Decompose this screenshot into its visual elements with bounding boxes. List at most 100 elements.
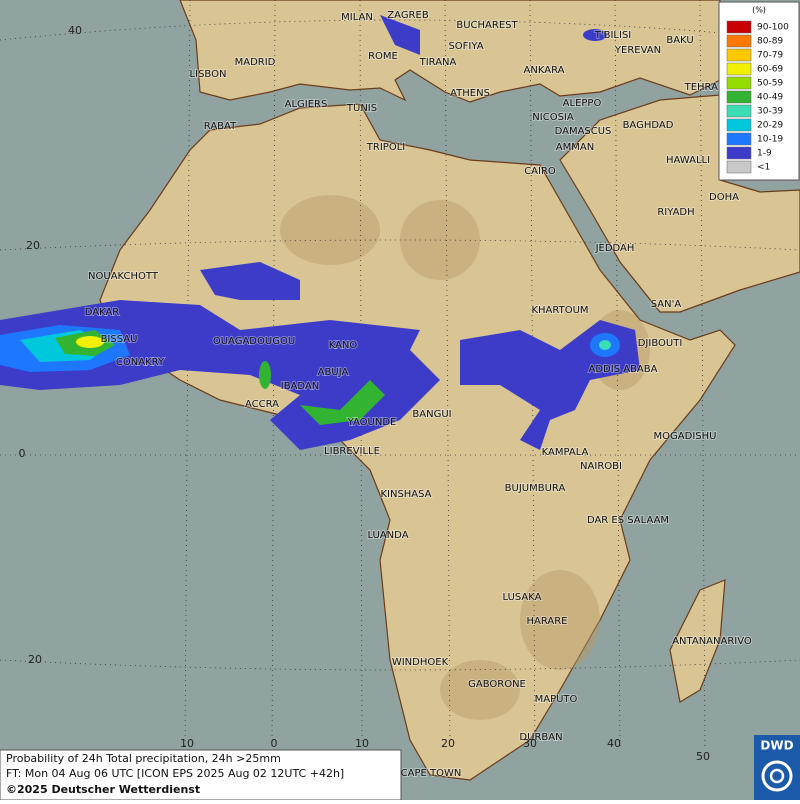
city-label: RABAT — [204, 121, 237, 132]
city-label: BAKU — [666, 35, 693, 46]
city-label: MILAN — [341, 12, 373, 23]
city-label: HARARE — [526, 616, 567, 627]
city-label: SAN'A — [651, 299, 682, 310]
city-label: ATHENS — [450, 88, 490, 99]
legend-swatch — [726, 62, 752, 76]
lon-label: 50 — [696, 750, 710, 763]
legend-label: 90-100 — [757, 23, 789, 33]
lon-label: 10 — [355, 737, 369, 750]
legend-label: 80-89 — [757, 37, 783, 47]
city-label: KANO — [329, 340, 358, 351]
city-label: TEHRAN — [684, 82, 726, 93]
city-label: JEDDAH — [595, 243, 635, 254]
legend-swatch — [726, 160, 752, 174]
city-label: DJIBOUTI — [638, 338, 683, 349]
city-labels: MILAN ZAGREB BUCHAREST T'BILISI BAKU YEREVAN M… — [84, 9, 753, 780]
city-label: YEREVAN — [614, 45, 661, 56]
city-label: T'BILISI — [594, 30, 631, 41]
city-label: DAMASCUS — [555, 126, 612, 137]
legend-label: <1 — [757, 163, 770, 173]
legend-items: 90-100 80-89 70-79 60-69 50-59 40-49 30-39 20-2… — [726, 20, 789, 174]
footer-line: Probability of 24h Total precipitation, … — [6, 752, 281, 765]
city-label: BUJUMBURA — [505, 483, 566, 494]
lat-label: 20 — [26, 239, 40, 252]
legend-swatch — [726, 48, 752, 62]
city-label: KINSHASA — [380, 489, 431, 500]
grid-labels: 40 20 0 20 10 0 10 20 30 40 50 — [19, 24, 711, 763]
city-label: LIBREVILLE — [324, 446, 380, 457]
lat-label: 0 — [19, 447, 26, 460]
city-label: NAIROBI — [580, 461, 622, 472]
legend-swatch — [726, 104, 752, 118]
lon-label: 40 — [607, 737, 621, 750]
lon-label: 10 — [180, 737, 194, 750]
legend-label: 30-39 — [757, 107, 783, 117]
logo-icon — [761, 760, 793, 792]
lon-label: 20 — [441, 737, 455, 750]
footer-line: ©2025 Deutscher Wetterdienst — [6, 783, 200, 796]
city-label: AMMAN — [556, 142, 594, 153]
legend-label: 20-29 — [757, 121, 783, 131]
legend-label: 60-69 — [757, 65, 783, 75]
legend-swatch — [726, 20, 752, 34]
city-label: BISSAU — [101, 334, 138, 345]
city-label: RIYADH — [657, 207, 694, 218]
legend-title: (%) — [752, 6, 766, 15]
legend-swatch — [726, 146, 752, 160]
legend-label: 50-59 — [757, 79, 783, 89]
city-label: ANKARA — [524, 65, 565, 76]
legend: (%) 90-100 80-89 70-79 60-69 50-59 40-49 30-39… — [718, 1, 800, 181]
city-label: NICOSIA — [532, 112, 574, 123]
grid — [0, 0, 800, 751]
logo-icon — [769, 768, 785, 784]
lon-label: 30 — [523, 737, 537, 750]
legend-swatch — [726, 132, 752, 146]
city-label: HAWALLI — [666, 155, 710, 166]
city-label: NOUAKCHOTT — [88, 271, 159, 282]
city-label: SOFIYA — [448, 41, 483, 52]
logo: DWD — [754, 735, 800, 800]
city-label: BAGHDAD — [623, 120, 674, 131]
legend-swatch — [726, 76, 752, 90]
city-label: TIRANA — [419, 57, 457, 68]
precipitation — [0, 15, 640, 450]
lat-label: 40 — [68, 24, 82, 37]
city-label: DURBAN — [519, 732, 562, 743]
city-label: BUCHAREST — [456, 20, 518, 31]
city-label: TUNIS — [346, 103, 377, 114]
city-label: YAOUNDE — [347, 417, 397, 428]
city-label: IBADAN — [281, 381, 320, 392]
city-label: TRIPOLI — [366, 142, 405, 153]
footer: Probability of 24h Total precipitation, … — [0, 749, 402, 801]
legend-label: 10-19 — [757, 135, 783, 145]
city-label: LUSAKA — [503, 592, 542, 603]
lat-label: 20 — [28, 653, 42, 666]
city-label: BANGUI — [412, 409, 451, 420]
city-label: DAKAR — [85, 307, 120, 318]
city-label: KAMPALA — [542, 447, 589, 458]
lon-label: 0 — [271, 737, 278, 750]
legend-label: 70-79 — [757, 51, 783, 61]
city-label: ZAGREB — [387, 10, 429, 21]
logo-text: DWD — [760, 739, 793, 753]
legend-label: 40-49 — [757, 93, 783, 103]
city-label: ALGIERS — [285, 99, 328, 110]
city-label: KHARTOUM — [531, 305, 588, 316]
city-label: MADRID — [235, 57, 276, 68]
city-label: DOHA — [709, 192, 739, 203]
city-label: OUAGADOUGOU — [213, 336, 295, 347]
city-label: MOGADISHU — [654, 431, 717, 442]
city-label: DAR ES SALAAM — [587, 515, 669, 526]
city-label: ROME — [368, 51, 398, 62]
legend-label: 1-9 — [757, 149, 772, 159]
footer-line: FT: Mon 04 Aug 06 UTC [ICON EPS 2025 Aug… — [6, 767, 344, 780]
city-label: CAIRO — [524, 166, 556, 177]
city-label: MAPUTO — [535, 694, 578, 705]
city-label: ABUJA — [318, 367, 349, 378]
city-label: CONAKRY — [116, 357, 165, 368]
city-label: LUANDA — [367, 530, 408, 541]
city-label: LISBON — [190, 69, 227, 80]
city-label: ALEPPO — [563, 98, 602, 109]
legend-swatch — [726, 34, 752, 48]
